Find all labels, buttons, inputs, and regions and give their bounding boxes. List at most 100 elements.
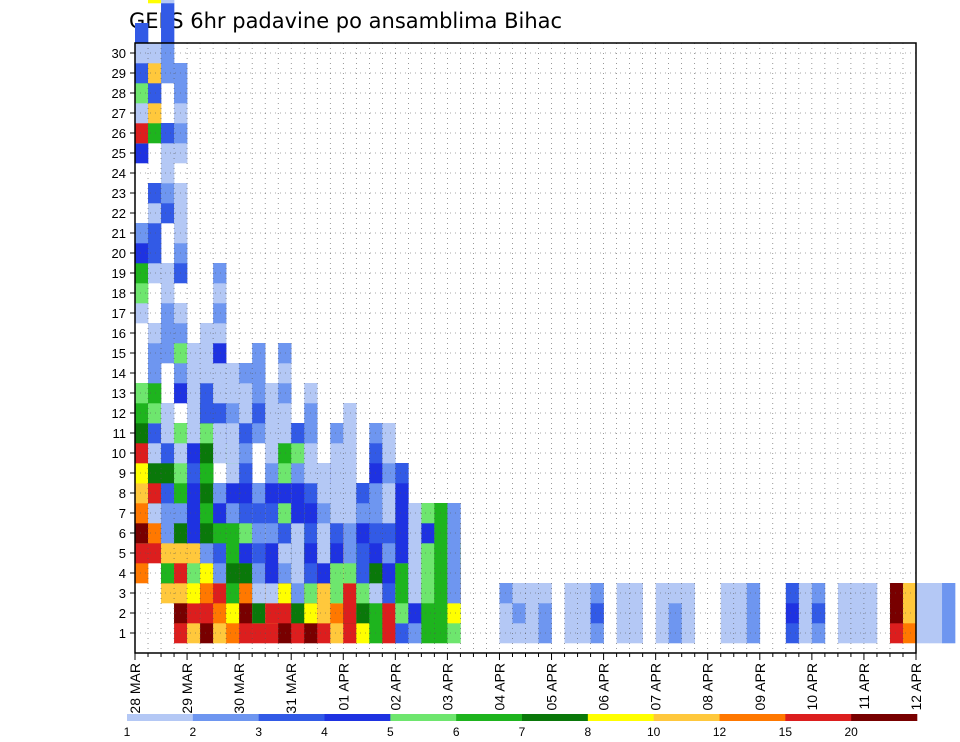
heatmap-cell [213, 403, 227, 424]
heatmap-cell [681, 583, 696, 604]
heatmap-cell [525, 623, 539, 644]
heatmap-cell [252, 603, 266, 624]
heatmap-cell [382, 523, 396, 544]
heatmap-cell [356, 563, 370, 584]
x-tick-label: 31 MAR [283, 663, 299, 714]
heatmap-cell [395, 563, 409, 584]
heatmap-cell [161, 463, 175, 484]
heatmap-cell [837, 583, 852, 604]
heatmap-cell [317, 603, 331, 624]
heatmap-cell [785, 603, 800, 624]
heatmap-cell [447, 603, 461, 624]
y-tick-label: 7 [119, 506, 126, 521]
heatmap-cell [200, 623, 214, 644]
heatmap-cell [681, 603, 696, 624]
heatmap-cell [278, 403, 292, 424]
heatmap-cell [942, 603, 956, 624]
y-tick-label: 22 [112, 206, 126, 221]
heatmap-cell [447, 583, 461, 604]
heatmap-cell [213, 543, 227, 564]
heatmap-cell [447, 563, 461, 584]
heatmap-cell [278, 523, 292, 544]
heatmap-cell [785, 623, 800, 644]
heatmap-cell [135, 483, 149, 504]
y-tick-label: 18 [112, 286, 126, 301]
heatmap-cell [343, 543, 357, 564]
heatmap-cell [330, 563, 344, 584]
heatmap-cell [421, 523, 435, 544]
heatmap-cell [161, 523, 175, 544]
x-tick-label: 04 APR [491, 663, 507, 710]
heatmap-cell [434, 543, 448, 564]
heatmap-cell [577, 623, 591, 644]
heatmap-cell [902, 623, 917, 644]
heatmap-cell [187, 463, 201, 484]
heatmap-cell [434, 503, 448, 524]
heatmap-cell [213, 303, 227, 324]
heatmap-cell [434, 523, 448, 544]
legend-level-label: 10 [647, 725, 661, 739]
heatmap-cell [187, 343, 201, 364]
legend-level-label: 20 [844, 725, 858, 739]
heatmap-cell [187, 563, 201, 584]
heatmap-cell [395, 523, 409, 544]
heatmap-cell [278, 483, 292, 504]
y-tick-label: 8 [119, 486, 126, 501]
heatmap-cell [317, 563, 331, 584]
heatmap-cell [148, 223, 162, 244]
heatmap-cell [213, 443, 227, 464]
x-tick-label: 12 APR [908, 663, 924, 710]
heatmap-cell [421, 583, 435, 604]
heatmap-cell [213, 623, 227, 644]
y-tick-label: 9 [119, 466, 126, 481]
heatmap-cell [421, 503, 435, 524]
y-tick-label: 14 [112, 366, 126, 381]
heatmap-cell [200, 363, 214, 384]
heatmap-cell [161, 403, 175, 424]
y-tick-label: 10 [112, 446, 126, 461]
y-tick-label: 16 [112, 326, 126, 341]
heatmap-cell [525, 583, 539, 604]
heatmap-cell [226, 503, 240, 524]
heatmap-cell [265, 463, 279, 484]
heatmap-cell [148, 523, 162, 544]
y-tick-label: 15 [112, 346, 126, 361]
heatmap-cell [317, 543, 331, 564]
heatmap-cell [278, 583, 292, 604]
heatmap-cell [213, 263, 227, 284]
heatmap-cell [161, 323, 175, 344]
heatmap-cell [434, 623, 448, 644]
heatmap-cell [616, 623, 630, 644]
legend-swatch [324, 714, 391, 721]
heatmap-cell [161, 123, 175, 144]
heatmap-cell [252, 483, 266, 504]
heatmap-cell [395, 603, 409, 624]
heatmap-cell [213, 343, 227, 364]
heatmap-cell [720, 603, 735, 624]
color-legend: 1 2 3 4 5 6 7 8 10 12 15 20 [124, 714, 918, 739]
heatmap-cell [213, 363, 227, 384]
heatmap-cell [226, 403, 240, 424]
heatmap-cell [265, 403, 279, 424]
heatmap-cell [629, 603, 643, 624]
heatmap-cell [330, 483, 344, 504]
legend-swatch [785, 714, 852, 721]
y-tick-label: 26 [112, 126, 126, 141]
legend-swatch [390, 714, 457, 721]
heatmap-cell [395, 623, 409, 644]
heatmap-cell [135, 443, 149, 464]
heatmap-cell [161, 503, 175, 524]
heatmap-cell [148, 363, 162, 384]
heatmap-cell [447, 503, 461, 524]
heatmap-cell [161, 303, 175, 324]
heatmap-cell [942, 583, 956, 604]
heatmap-cell [785, 583, 800, 604]
heatmap-cell [187, 383, 201, 404]
heatmap-cell [278, 623, 292, 644]
y-tick-label: 19 [112, 266, 126, 281]
heatmap-cell [616, 603, 630, 624]
heatmap-cell [200, 603, 214, 624]
heatmap-cell [291, 523, 305, 544]
heatmap-cell [200, 503, 214, 524]
